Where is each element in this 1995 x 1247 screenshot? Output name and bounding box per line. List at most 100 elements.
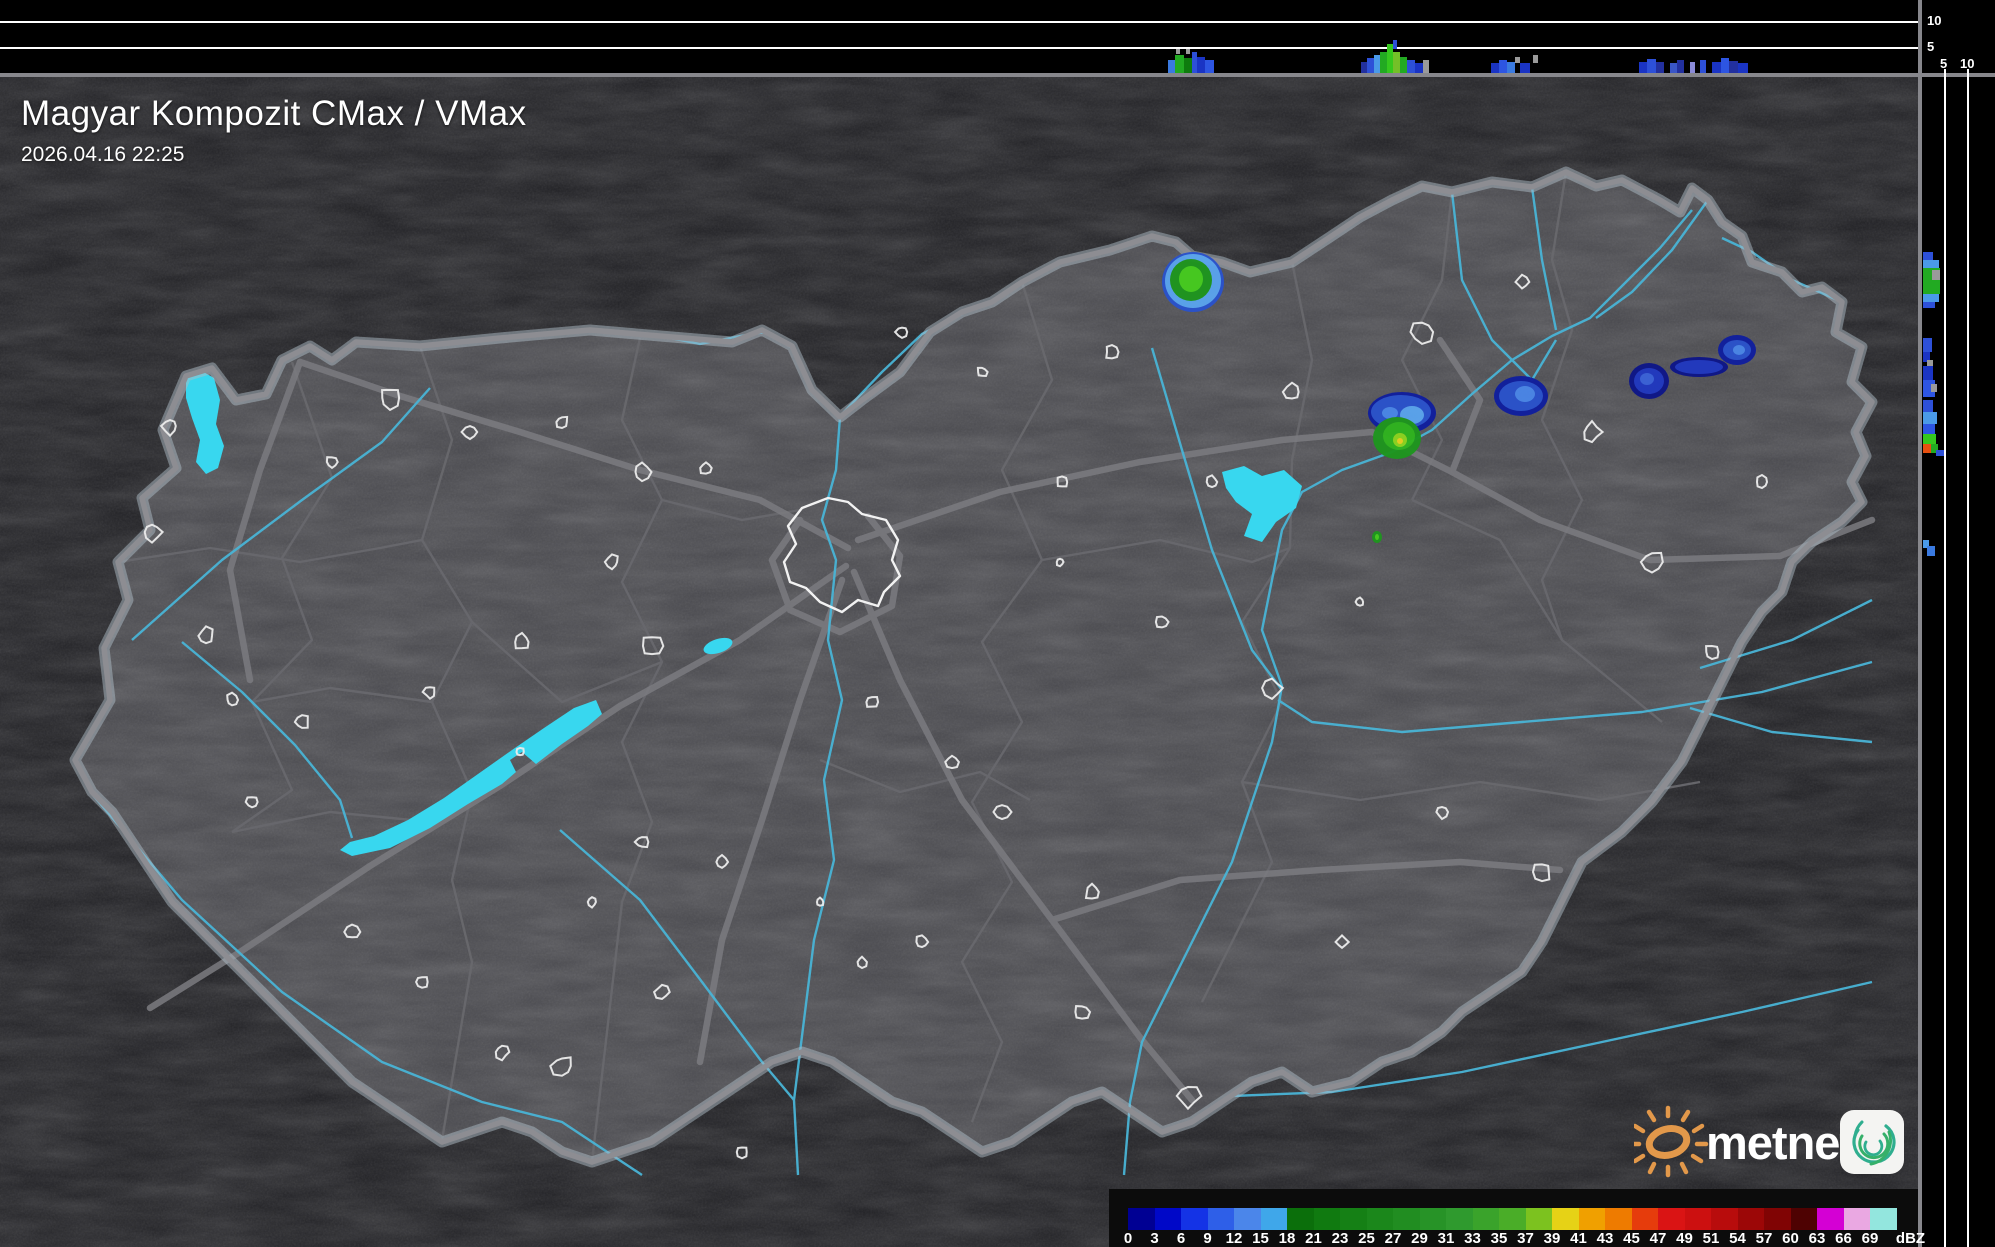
echo-pixel	[1499, 60, 1507, 73]
legend-tick-label: 25	[1358, 1230, 1375, 1247]
legend-cell	[1631, 1208, 1659, 1230]
city-outline	[865, 695, 880, 708]
city-outline	[1755, 473, 1769, 490]
city-outline	[1205, 474, 1219, 489]
echo-pixel	[1400, 57, 1407, 73]
legend-cell	[1843, 1208, 1871, 1230]
city-outline	[1514, 273, 1531, 290]
legend-tick-label: 37	[1517, 1230, 1534, 1247]
echo-pixel	[1931, 444, 1938, 453]
grain-texture	[0, 76, 1918, 1247]
city-outline	[1334, 933, 1351, 950]
city-outline	[1261, 677, 1285, 701]
echo-pixel	[1656, 62, 1664, 73]
sun-icon	[1628, 1105, 1709, 1178]
echo-pixel	[1923, 352, 1930, 362]
city-outline	[244, 796, 259, 809]
city-outline	[1705, 644, 1720, 661]
city-outline	[992, 804, 1013, 821]
hungary-radar-map	[0, 76, 1918, 1247]
city-outline	[555, 415, 569, 430]
top-axis-5km-label: 5	[1927, 39, 1935, 54]
country-border	[72, 169, 1875, 1165]
metnet-logo: metnet	[1628, 1098, 1914, 1187]
city-outline	[1409, 321, 1435, 346]
echo-pixel	[1738, 63, 1748, 73]
echo-pixel	[1931, 384, 1937, 392]
city-outline	[634, 461, 653, 483]
echo-pixel	[1712, 62, 1721, 73]
city-outline	[1154, 615, 1170, 629]
side-axis-5km-tick	[1944, 69, 1946, 77]
legend-cell	[1764, 1208, 1791, 1230]
legend-cell	[1525, 1208, 1553, 1230]
echo-pixel	[1374, 55, 1380, 73]
city-outline	[633, 836, 650, 849]
city-outline	[1639, 551, 1664, 574]
city-outline	[652, 983, 671, 1000]
echo-pixel	[1670, 63, 1677, 73]
legend-tick-label: 6	[1176, 1230, 1186, 1247]
city-outline	[1531, 863, 1551, 883]
city-outline	[603, 553, 619, 571]
echo-pixel	[1367, 58, 1374, 73]
legend-cell	[1605, 1208, 1632, 1230]
legend-tick-label: 18	[1278, 1230, 1296, 1247]
echo-pixel	[1423, 60, 1429, 73]
echo-pixel	[1205, 60, 1214, 73]
city-outline	[1175, 1085, 1203, 1111]
storm-spiral-icon	[1840, 1110, 1904, 1174]
echo-pixel	[1176, 49, 1180, 54]
lake-tisza	[1222, 466, 1302, 542]
legend-tick-label: 33	[1464, 1230, 1481, 1247]
city-outline-budapest	[782, 496, 902, 614]
echo-pixel	[1387, 44, 1393, 73]
legend-unit-label: dBZ	[1895, 1230, 1926, 1247]
legend-tick-label: 69	[1861, 1230, 1879, 1247]
legend-cell	[1260, 1208, 1288, 1230]
lake-ferto	[186, 370, 224, 474]
echo-pixel	[1515, 57, 1520, 63]
echo-pixel	[1932, 270, 1940, 280]
echo-pixel	[1639, 62, 1647, 73]
radar-echo	[1162, 252, 1224, 312]
logo-wordmark: metnet	[1706, 1116, 1855, 1169]
radar-echo	[1373, 417, 1421, 459]
lake-velence	[703, 637, 733, 655]
legend-tick-label: 41	[1570, 1230, 1587, 1247]
legend-cell	[1419, 1208, 1447, 1230]
echo-pixel	[1721, 58, 1729, 73]
legend-cell	[1472, 1208, 1500, 1230]
city-outline	[915, 934, 930, 949]
city-outline	[494, 1044, 511, 1062]
legend-tick-label: 29	[1411, 1230, 1428, 1247]
legend-cell	[1128, 1208, 1155, 1230]
side-axis-10km-label: 10	[1960, 56, 1975, 71]
legend-cell	[1711, 1208, 1738, 1230]
echo-pixel	[1491, 63, 1499, 73]
legend-cell	[1234, 1208, 1261, 1230]
city-outline	[976, 366, 989, 378]
strip-separator-vertical	[1918, 0, 1922, 1247]
legend-cell	[1181, 1208, 1208, 1230]
echo-pixel	[1923, 400, 1933, 412]
legend-cell	[1684, 1208, 1712, 1230]
legend-tick-label: 43	[1596, 1230, 1614, 1247]
city-outline	[143, 523, 165, 544]
city-outline	[815, 896, 825, 907]
strip-separator-horizontal	[0, 73, 1995, 77]
city-outline	[549, 1056, 572, 1077]
legend-cell	[1366, 1208, 1394, 1230]
echo-pixel	[1184, 58, 1192, 73]
radar-echo	[1494, 376, 1548, 416]
echo-pixel	[1380, 52, 1387, 73]
city-outline	[325, 456, 339, 470]
top-strip-10km-line	[0, 21, 1918, 23]
lake-balaton	[340, 700, 602, 856]
echo-pixel	[1520, 63, 1530, 73]
legend-cell	[1817, 1208, 1844, 1230]
echo-pixel	[1923, 366, 1933, 380]
city-outlines	[143, 273, 1769, 1160]
legend-tick-label: 57	[1755, 1230, 1773, 1247]
